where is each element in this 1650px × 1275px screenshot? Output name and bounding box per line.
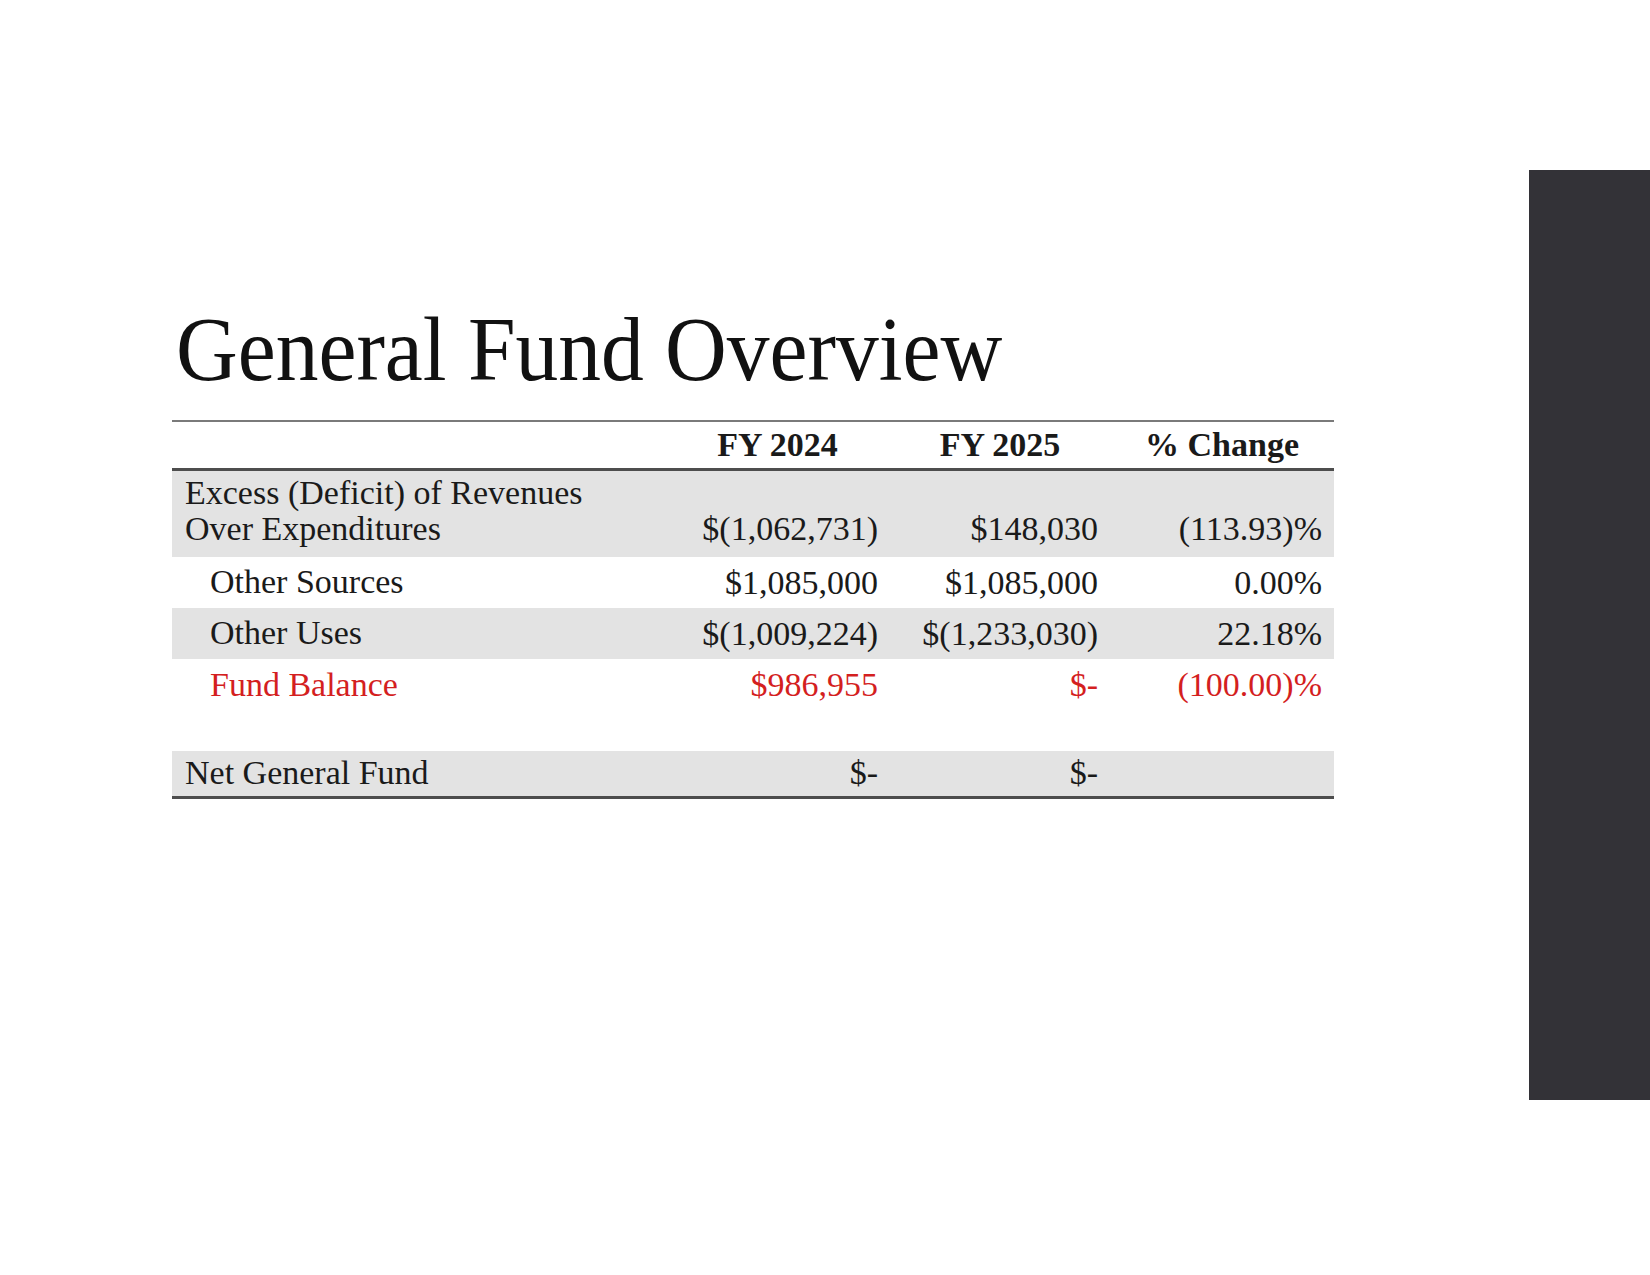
table-header-row: FY 2024 FY 2025 % Change: [172, 421, 1334, 469]
cell-fy2024: $(1,062,731): [665, 469, 890, 557]
page-title: General Fund Overview: [176, 305, 1002, 395]
column-header-fy2025: FY 2025: [890, 421, 1110, 469]
row-label: Excess (Deficit) of Revenues Over Expend…: [172, 469, 665, 557]
column-header-blank: [172, 421, 665, 469]
row-label-line1: Excess (Deficit) of Revenues: [185, 474, 582, 511]
general-fund-table: FY 2024 FY 2025 % Change Excess (Deficit…: [172, 420, 1334, 799]
table-row-fund-balance: Fund Balance $986,955 $- (100.00)%: [172, 659, 1334, 711]
cell-fy2025: $148,030: [890, 469, 1110, 557]
cell-fy2024: $1,085,000: [665, 557, 890, 608]
cell-fy2025: $-: [890, 751, 1110, 797]
cell-fy2024: $986,955: [665, 659, 890, 711]
cell-pct-change: 22.18%: [1110, 608, 1334, 659]
cell-fy2025: $-: [890, 659, 1110, 711]
cell-pct-change: 0.00%: [1110, 557, 1334, 608]
row-label: Other Sources: [172, 557, 665, 608]
spacer-cell: [172, 711, 1334, 751]
accent-bar: [1529, 170, 1650, 1100]
column-header-fy2024: FY 2024: [665, 421, 890, 469]
cell-pct-change: (100.00)%: [1110, 659, 1334, 711]
cell-fy2024: $(1,009,224): [665, 608, 890, 659]
overview-table: FY 2024 FY 2025 % Change Excess (Deficit…: [172, 420, 1334, 799]
table-row-other-uses: Other Uses $(1,009,224) $(1,233,030) 22.…: [172, 608, 1334, 659]
slide-canvas: General Fund Overview FY 2024 FY 2025 % …: [0, 0, 1650, 1275]
table-row-other-sources: Other Sources $1,085,000 $1,085,000 0.00…: [172, 557, 1334, 608]
cell-fy2025: $(1,233,030): [890, 608, 1110, 659]
spacer-row: [172, 711, 1334, 751]
cell-fy2024: $-: [665, 751, 890, 797]
cell-fy2025: $1,085,000: [890, 557, 1110, 608]
row-label-line2: Over Expenditures: [185, 510, 441, 547]
cell-pct-change: [1110, 751, 1334, 797]
row-label: Other Uses: [172, 608, 665, 659]
cell-pct-change: (113.93)%: [1110, 469, 1334, 557]
row-label: Net General Fund: [172, 751, 665, 797]
row-label: Fund Balance: [172, 659, 665, 711]
table-row-net-general-fund: Net General Fund $- $-: [172, 751, 1334, 797]
column-header-pct-change: % Change: [1110, 421, 1334, 469]
table-row-excess-deficit: Excess (Deficit) of Revenues Over Expend…: [172, 469, 1334, 557]
